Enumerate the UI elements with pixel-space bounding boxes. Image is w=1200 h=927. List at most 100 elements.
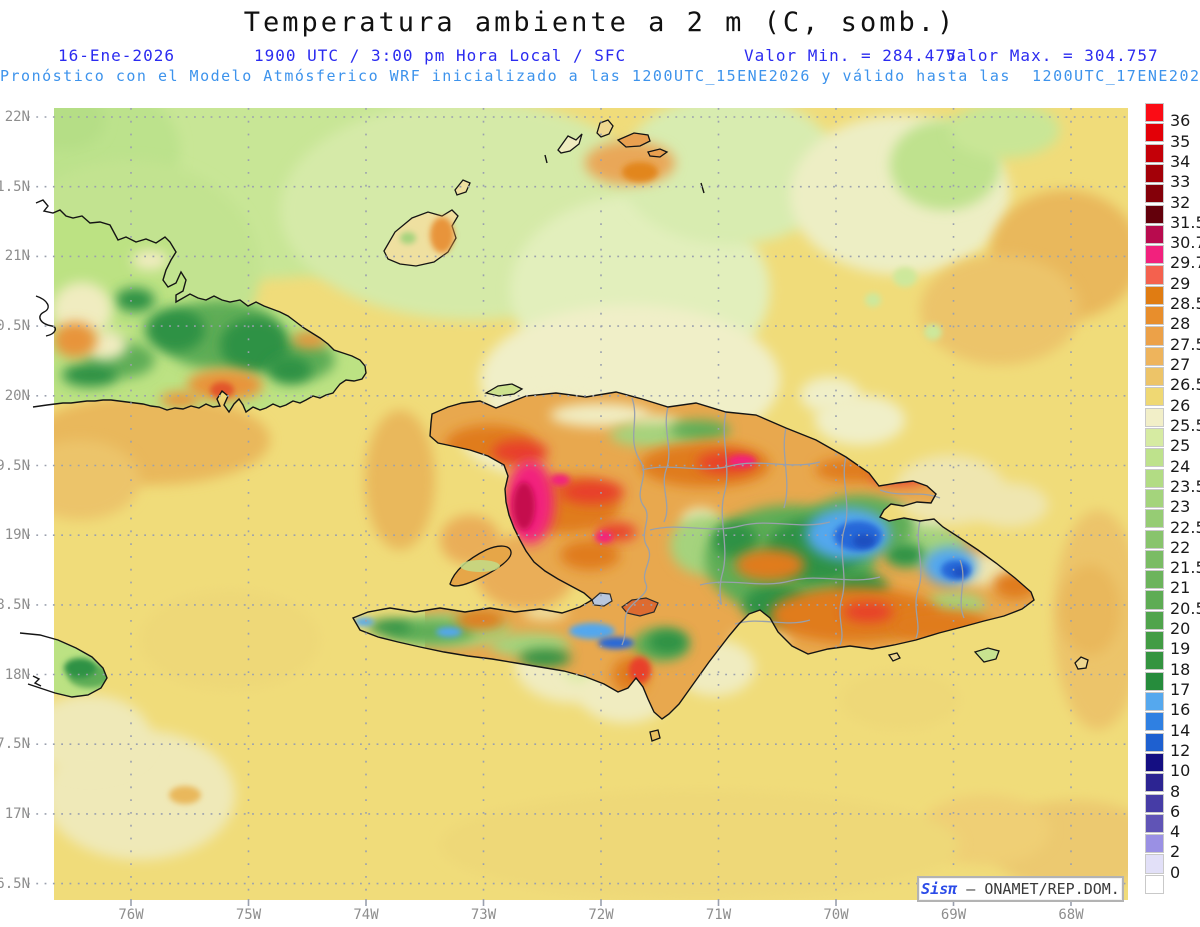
- colorbar-label: 33: [1170, 172, 1191, 192]
- colorbar-label: 10: [1170, 761, 1191, 781]
- colorbar-label: 31.5: [1170, 212, 1200, 232]
- forecast-description: Pronóstico con el Modelo Atmósferico WRF…: [0, 67, 1200, 85]
- cay-dash-1: [544, 154, 548, 164]
- colorbar-cell: [1145, 367, 1164, 387]
- colorbar-cell: [1145, 509, 1164, 529]
- colorbar-cell: [1145, 488, 1164, 508]
- tortuga-island: [484, 383, 524, 397]
- colorbar-cell: [1145, 123, 1164, 143]
- colorbar-label: 27: [1170, 355, 1191, 375]
- colorbar-cell: [1145, 224, 1164, 244]
- gonave-highland: [460, 560, 500, 572]
- caicos-island-west: [557, 133, 583, 154]
- catalina-island: [887, 652, 901, 662]
- mona-island: [1074, 656, 1089, 670]
- colorbar-label: 28.5: [1170, 294, 1200, 314]
- inagua-green-patch: [400, 232, 416, 244]
- lon-tick-label: 76W: [118, 907, 144, 923]
- lat-tick-label: 20N: [4, 387, 30, 404]
- lat-tick-label: 6.5N: [0, 875, 30, 892]
- subtitle-min-value: Valor Min. = 284.475: [744, 46, 957, 65]
- colorbar-label: 6: [1170, 801, 1181, 821]
- colorbar-cell: [1145, 407, 1164, 427]
- small-islands: [383, 119, 1089, 742]
- lon-tick-label: 69W: [940, 907, 967, 923]
- colorbar-cell: [1145, 163, 1164, 184]
- colorbar-label: 8: [1170, 781, 1181, 801]
- colorbar-cell: [1145, 245, 1164, 265]
- admin-borders: [621, 397, 965, 646]
- lake-enriquillo: [621, 597, 659, 617]
- lon-tick-label: 72W: [588, 907, 614, 923]
- caicos-island-east: [616, 132, 651, 148]
- colorbar-label: 25.5: [1170, 415, 1200, 435]
- colorbar-cell: [1145, 103, 1164, 123]
- colorbar-cell: [1145, 793, 1164, 813]
- colorbar-cell: [1145, 387, 1164, 407]
- colorbar-label: 34: [1170, 151, 1191, 171]
- watermark-suffix: – ONAMET/REP.DOM.: [957, 880, 1120, 898]
- watermark-brand: Sisπ: [921, 880, 958, 898]
- colorbar-cell: [1145, 346, 1164, 366]
- colorbar-cell: [1145, 631, 1164, 651]
- lat-tick-label: 7.5N: [0, 736, 30, 753]
- colorbar-label: 26.5: [1170, 375, 1200, 395]
- colorbar-label: 17: [1170, 679, 1191, 699]
- colorbar-cell: [1145, 813, 1164, 833]
- colorbar-cell: [1145, 427, 1164, 448]
- colorbar-label: 23.5: [1170, 476, 1200, 496]
- lat-tick-label: 0.5N: [0, 318, 30, 335]
- watermark: Sisπ – ONAMET/REP.DOM.: [917, 876, 1124, 902]
- temperature-colorbar: 363534333231.530.729.72928.52827.52726.5…: [1145, 103, 1200, 903]
- colorbar-label: 18: [1170, 659, 1191, 679]
- colorbar-label: 21.5: [1170, 558, 1200, 578]
- cuba-bay-squiggle: [35, 295, 57, 337]
- lon-tick-label: 73W: [470, 907, 497, 923]
- cuba-terrain: [54, 200, 366, 412]
- colorbar-cell: [1145, 326, 1164, 346]
- colorbar-cell: [1145, 448, 1164, 468]
- colorbar-label: 16: [1170, 700, 1191, 720]
- lakes: [591, 592, 659, 617]
- cay-dash-2: [700, 182, 705, 194]
- colorbar-label: 22.5: [1170, 517, 1200, 537]
- lat-tick-label: 17N: [4, 805, 30, 822]
- colorbar-cell: [1145, 671, 1164, 691]
- colorbar-label: 14: [1170, 720, 1191, 740]
- colorbar-label: 20: [1170, 619, 1191, 639]
- colorbar-cell: [1145, 773, 1164, 793]
- colorbar-label: 30.7: [1170, 233, 1200, 253]
- colorbar-label: 12: [1170, 740, 1191, 760]
- colorbar-label: 25: [1170, 436, 1191, 456]
- colorbar-cell: [1145, 834, 1164, 854]
- colorbar-cell: [1145, 854, 1164, 874]
- lat-tick-label: 22N: [4, 109, 30, 125]
- saona-island: [973, 647, 1000, 663]
- colorbar-cell: [1145, 610, 1164, 630]
- turks-island: [647, 148, 669, 158]
- gridlines: [28, 108, 1128, 906]
- colorbar-cell: [1145, 265, 1164, 285]
- beata-island: [649, 729, 661, 742]
- colorbar-label: 32: [1170, 192, 1191, 212]
- subtitle-max-value: Valor Max. = 304.757: [946, 46, 1159, 65]
- colorbar-cell: [1145, 143, 1164, 163]
- colorbar-label: 35: [1170, 131, 1191, 151]
- colorbar-cell: [1145, 285, 1164, 305]
- colorbar-label: 24: [1170, 456, 1191, 476]
- colorbar-cell: [1145, 732, 1164, 752]
- colorbar-label: 27.5: [1170, 334, 1200, 354]
- jamaica-coastline: [19, 632, 108, 698]
- lat-tick-label: 1.5N: [0, 178, 30, 195]
- colorbar-cell: [1145, 752, 1164, 772]
- colorbar-cell: [1145, 529, 1164, 549]
- lat-tick-label: 19N: [4, 527, 30, 544]
- inagua-warm-patch: [430, 217, 454, 253]
- colorbar-cell: [1145, 468, 1164, 488]
- subtitle-date: 16-Ene-2026: [58, 46, 175, 65]
- colorbar-label: 21: [1170, 578, 1191, 598]
- colorbar-label: 0: [1170, 862, 1181, 882]
- colorbar-cell: [1145, 874, 1164, 894]
- colorbar-cell: [1145, 204, 1164, 224]
